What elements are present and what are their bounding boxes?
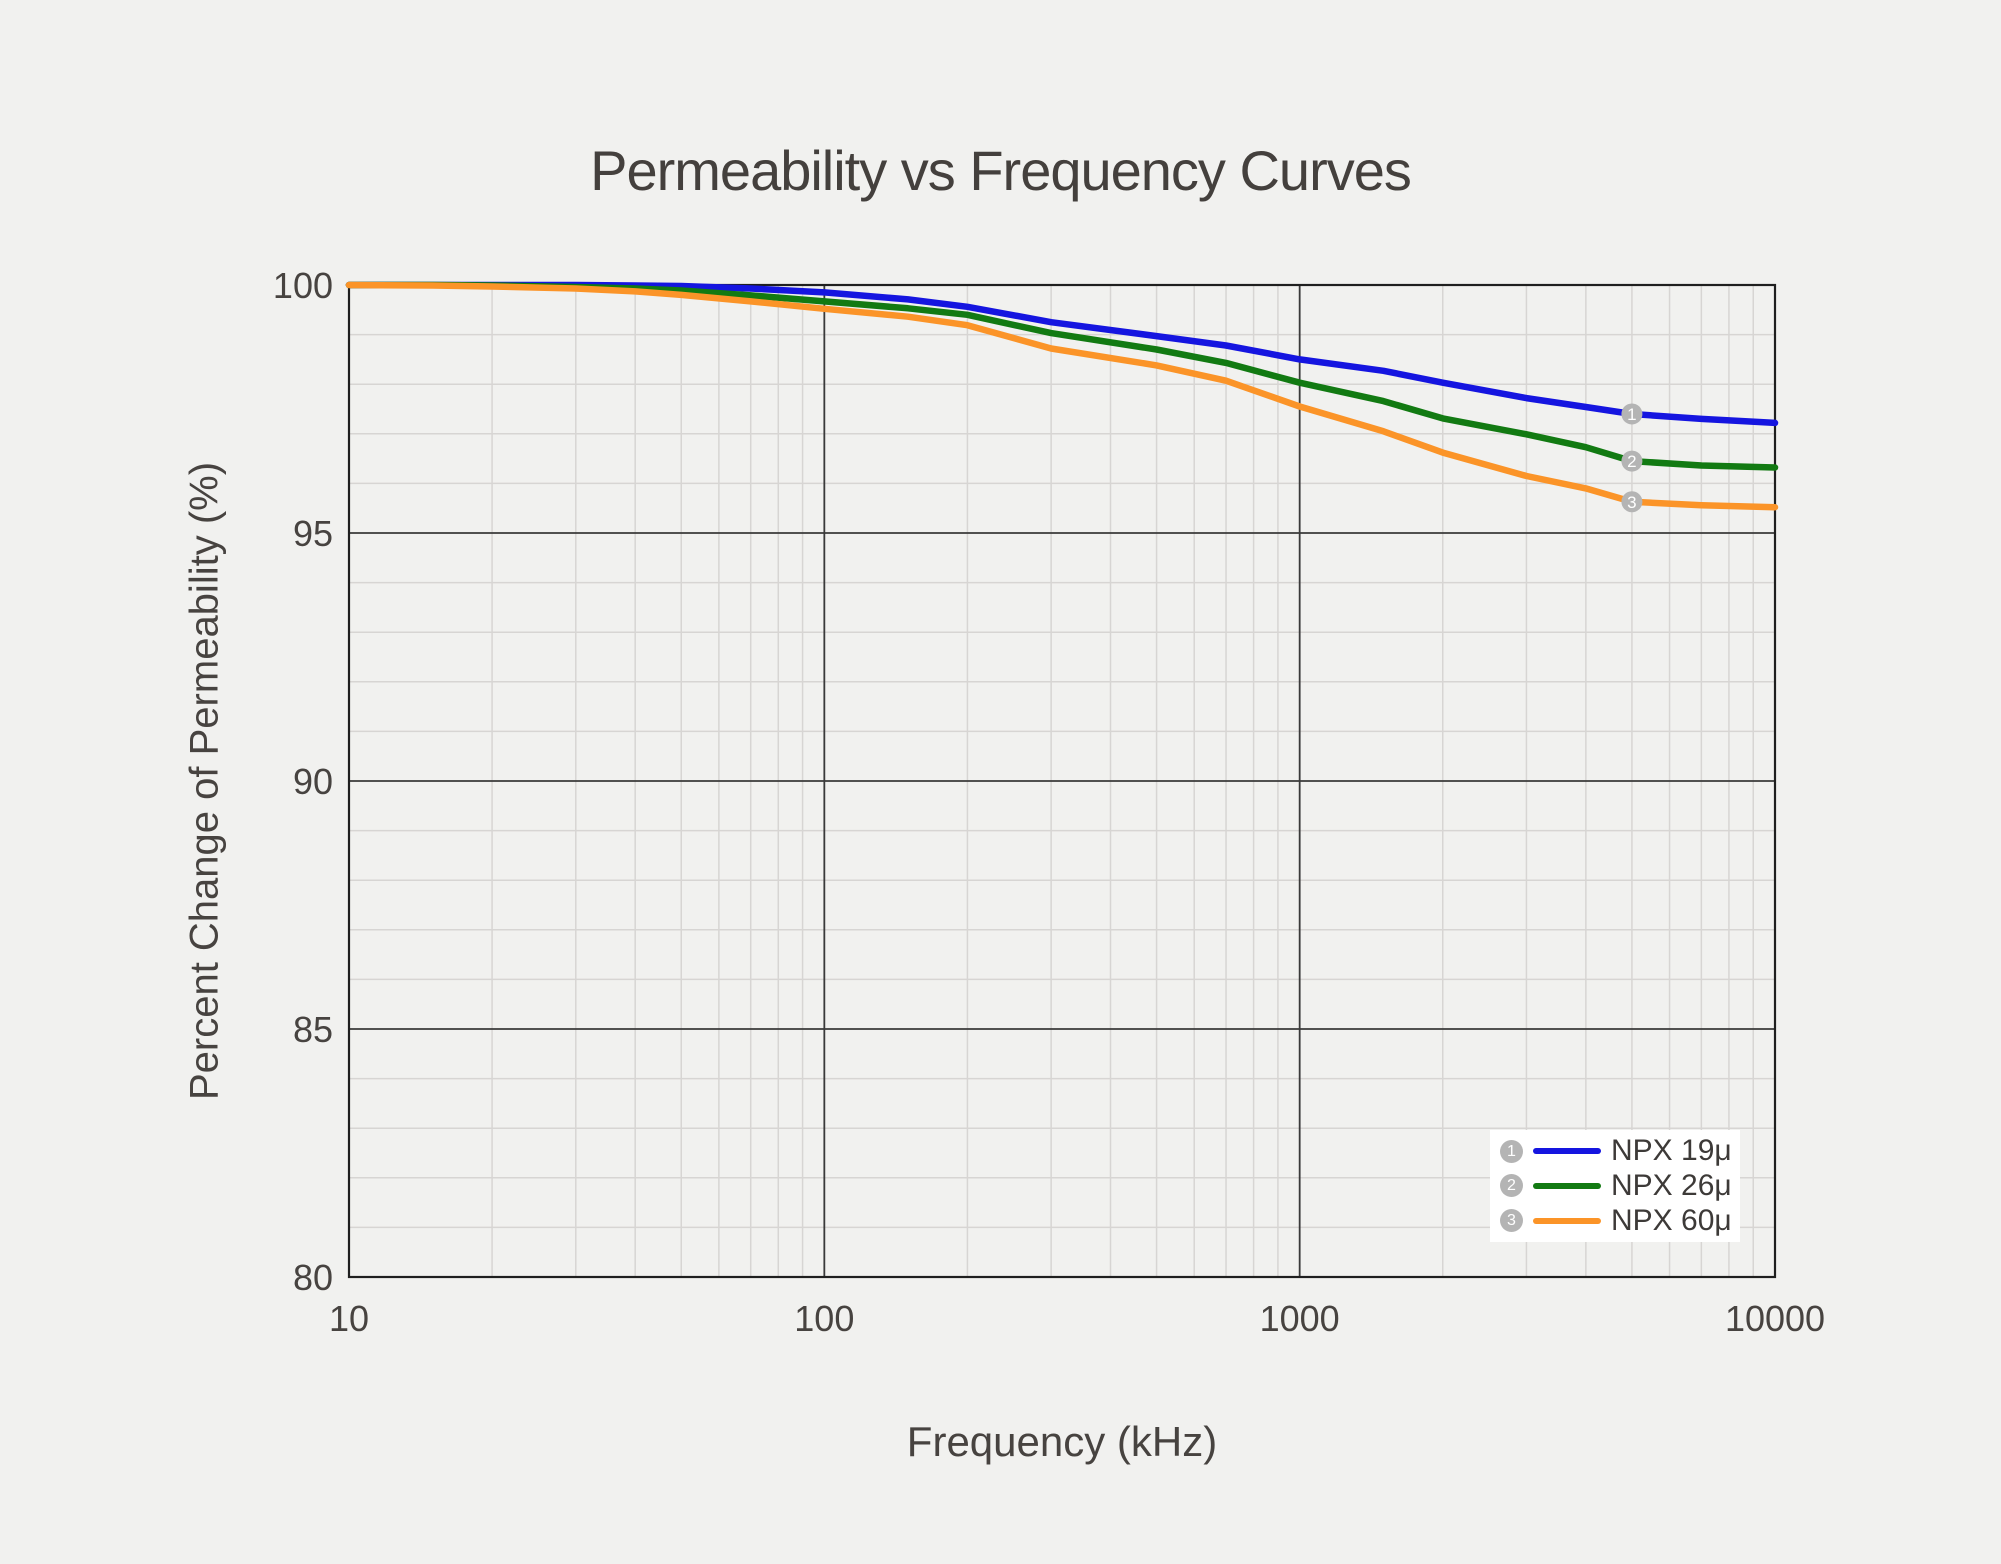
legend-label: NPX 26μ xyxy=(1611,1168,1732,1202)
y-tick-label: 95 xyxy=(293,513,333,554)
legend-marker-2-icon: 2 xyxy=(1500,1174,1523,1198)
legend-label: NPX 60μ xyxy=(1611,1203,1732,1237)
legend-item-npx-26u: 2 NPX 26μ xyxy=(1490,1169,1740,1203)
legend-line-swatch-orange xyxy=(1533,1217,1601,1224)
curve-marker-1-icon xyxy=(1621,403,1643,425)
x-tick-label: 100 xyxy=(794,1298,854,1339)
chart-title: Permeability vs Frequency Curves xyxy=(590,139,1412,202)
x-tick-label: 10 xyxy=(329,1298,369,1339)
curve-npx-19μ xyxy=(345,281,1779,427)
curve-marker-3-icon xyxy=(1621,491,1643,513)
legend-line-swatch-blue xyxy=(1533,1148,1601,1155)
y-tick-label: 80 xyxy=(293,1257,333,1298)
plot-area: 1 2 3 80 85 90 95 100 10 100 1000 10000 xyxy=(273,265,1825,1339)
curve-npx-60μ xyxy=(345,281,1779,511)
curve-npx-26μ xyxy=(345,281,1779,471)
curve-marker-2-icon xyxy=(1621,450,1643,472)
y-tick-label: 90 xyxy=(293,761,333,802)
x-tick-label: 10000 xyxy=(1725,1298,1825,1339)
plot-border xyxy=(347,283,1777,1279)
legend: 1 NPX 19μ 2 NPX 26μ 3 NPX 60μ xyxy=(1490,1130,1740,1242)
y-axis-label: Percent Change of Permeability (%) xyxy=(182,461,227,1101)
legend-item-npx-60u: 3 NPX 60μ xyxy=(1490,1204,1740,1238)
x-axis-label: Frequency (kHz) xyxy=(906,1418,1218,1465)
curve-marker-number: 1 xyxy=(1627,405,1636,424)
curve-marker-number: 2 xyxy=(1627,452,1636,471)
x-tick-label: 1000 xyxy=(1260,1298,1340,1339)
y-tick-label: 100 xyxy=(273,265,333,306)
legend-marker-1-icon: 1 xyxy=(1500,1139,1523,1163)
legend-marker-3-icon: 3 xyxy=(1500,1209,1523,1233)
y-tick-label: 85 xyxy=(293,1009,333,1050)
legend-label: NPX 19μ xyxy=(1611,1134,1732,1168)
legend-item-npx-19u: 1 NPX 19μ xyxy=(1490,1134,1740,1168)
curve-marker-number: 3 xyxy=(1627,493,1636,512)
legend-line-swatch-green xyxy=(1533,1182,1601,1189)
